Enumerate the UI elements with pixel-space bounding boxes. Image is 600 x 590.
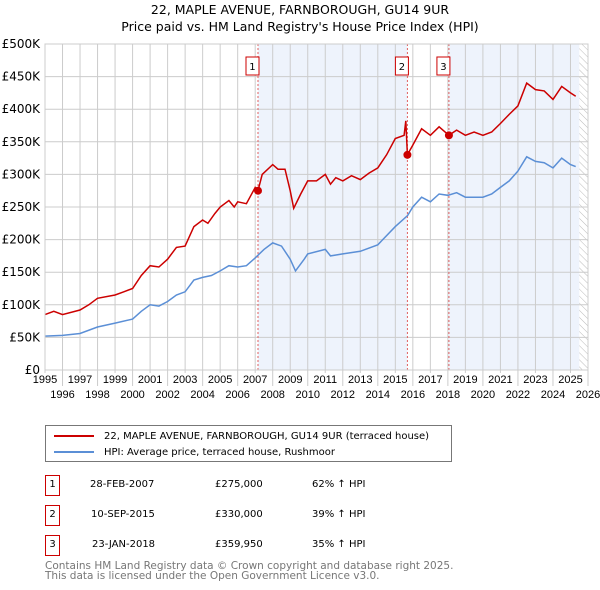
x-tick-label: 2024 xyxy=(541,389,565,401)
y-tick-label: £150K xyxy=(2,265,42,279)
x-tick-label: 2005 xyxy=(208,374,232,386)
transaction-point xyxy=(403,150,412,159)
y-tick-label: £50K xyxy=(9,330,41,344)
x-tick-label: 2015 xyxy=(383,374,407,386)
y-tick-label: £450K xyxy=(2,70,42,84)
marker-badge: 2 xyxy=(45,505,60,526)
x-tick-label: 2006 xyxy=(225,389,249,401)
transaction-date: 23-JAN-2018 xyxy=(92,539,156,550)
transaction-row: 2 10-SEP-2015 £330,000 39% ↑ HPI xyxy=(45,505,465,526)
transaction-row: 3 23-JAN-2018 £359,950 35% ↑ HPI xyxy=(45,535,465,556)
x-tick-label: 1999 xyxy=(103,374,127,386)
y-tick-label: £200K xyxy=(2,233,42,247)
legend-label: 22, MAPLE AVENUE, FARNBOROUGH, GU14 9UR … xyxy=(104,430,430,442)
x-tick-label: 2019 xyxy=(453,374,477,386)
x-tick-label: 2004 xyxy=(190,389,214,401)
y-tick-label: £400K xyxy=(2,102,42,116)
x-tick-label: 2000 xyxy=(120,389,144,401)
transaction-row: 1 28-FEB-2007 £275,000 62% ↑ HPI xyxy=(45,475,465,496)
x-tick-label: 2012 xyxy=(331,389,355,401)
x-tick-label: 2021 xyxy=(488,374,512,386)
transaction-hpi: 39% ↑ HPI xyxy=(312,509,366,520)
legend-item-property: 22, MAPLE AVENUE, FARNBOROUGH, GU14 9UR … xyxy=(54,429,429,443)
transaction-price: £359,950 xyxy=(215,539,263,550)
series-line-hpi xyxy=(44,155,576,337)
legend: 22, MAPLE AVENUE, FARNBOROUGH, GU14 9UR … xyxy=(45,425,452,462)
x-tick-label: 1997 xyxy=(68,374,92,386)
x-tick-label: 2026 xyxy=(576,389,600,401)
x-tick-label: 2007 xyxy=(243,374,267,386)
transaction-point xyxy=(444,131,453,140)
chart-subtitle: Price paid vs. HM Land Registry's House … xyxy=(121,19,479,34)
x-tick-label: 2013 xyxy=(348,374,372,386)
x-tick-label: 2022 xyxy=(506,389,530,401)
y-tick-label: £300K xyxy=(2,167,42,181)
x-tick-label: 1995 xyxy=(33,374,57,386)
legend-swatch xyxy=(54,451,94,453)
transaction-badge-label: 1 xyxy=(249,62,255,73)
transaction-price: £330,000 xyxy=(215,509,263,520)
x-tick-label: 2017 xyxy=(418,374,442,386)
y-tick-label: £100K xyxy=(2,298,42,312)
transaction-hpi: 35% ↑ HPI xyxy=(312,539,366,550)
y-tick-label: £500K xyxy=(2,37,42,51)
x-tick-label: 2016 xyxy=(401,389,425,401)
transaction-point xyxy=(253,186,262,195)
x-tick-label: 2011 xyxy=(313,374,337,386)
transaction-badge xyxy=(394,56,409,76)
x-tick-label: 1998 xyxy=(85,389,109,401)
x-tick-label: 2023 xyxy=(523,374,547,386)
y-tick-label: £350K xyxy=(2,135,42,149)
x-tick-label: 2002 xyxy=(155,389,179,401)
plot-border xyxy=(44,43,589,371)
chart-title: 22, MAPLE AVENUE, FARNBOROUGH, GU14 9UR xyxy=(150,2,450,17)
y-tick-label: £250K xyxy=(2,200,42,214)
x-tick-label: 2025 xyxy=(558,374,582,386)
x-tick-label: 2003 xyxy=(173,374,197,386)
transaction-date: 28-FEB-2007 xyxy=(90,479,155,490)
legend-swatch xyxy=(54,435,94,437)
x-tick-label: 2010 xyxy=(295,389,319,401)
transaction-date: 10-SEP-2015 xyxy=(91,509,155,520)
transaction-price: £275,000 xyxy=(215,479,263,490)
transaction-badge-label: 3 xyxy=(440,62,446,73)
x-tick-label: 2001 xyxy=(138,374,162,386)
transaction-badge-label: 2 xyxy=(399,62,405,73)
footer-copyright: Contains HM Land Registry data © Crown c… xyxy=(45,560,454,572)
transaction-badge xyxy=(436,56,451,76)
marker-badge: 1 xyxy=(45,475,60,496)
plot-area: 1995 1996 1997 1998 1999 2000 2001 2002 2003 2004… xyxy=(2,37,600,401)
transaction-hpi: 62% ↑ HPI xyxy=(312,479,366,490)
y-tick-label: £0 xyxy=(25,363,40,377)
legend-item-hpi: HPI: Average price, terraced house, Rush… xyxy=(54,445,335,459)
legend-label: HPI: Average price, terraced house, Rush… xyxy=(104,446,335,458)
x-tick-label: 2020 xyxy=(471,389,495,401)
x-tick-label: 2009 xyxy=(278,374,302,386)
marker-badge: 3 xyxy=(45,535,60,556)
x-tick-label: 2008 xyxy=(260,389,284,401)
x-tick-label: 2018 xyxy=(436,389,460,401)
footer-licence: This data is licensed under the Open Gov… xyxy=(45,570,380,582)
series-line-property xyxy=(44,81,577,316)
x-tick-label: 2014 xyxy=(366,389,390,401)
transaction-badge xyxy=(245,56,260,76)
x-tick-label: 1996 xyxy=(50,389,74,401)
